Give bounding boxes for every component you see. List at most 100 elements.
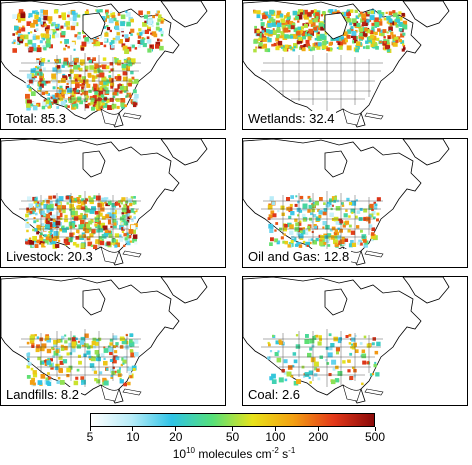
emission-cell	[105, 89, 110, 94]
emission-cell	[55, 199, 60, 204]
emission-cell	[58, 239, 61, 242]
emission-cell	[271, 201, 276, 205]
emission-cell	[111, 238, 116, 243]
emission-cell	[130, 58, 136, 63]
emission-cell	[256, 29, 260, 34]
emission-cell	[128, 198, 133, 203]
emission-cell	[394, 36, 399, 42]
emission-cell	[57, 339, 61, 343]
emission-cell	[54, 59, 57, 62]
emission-cell	[18, 38, 24, 44]
emission-cell	[95, 64, 99, 69]
emission-cell	[379, 18, 383, 22]
emission-cell	[351, 345, 356, 350]
emission-cell	[127, 381, 131, 386]
emission-cell	[296, 379, 301, 384]
emission-cell	[308, 46, 311, 49]
emission-cell	[115, 21, 120, 26]
emission-cell	[36, 47, 42, 53]
emission-cell	[401, 48, 405, 52]
emission-cell	[110, 242, 113, 245]
emission-cell	[86, 345, 91, 350]
emission-cell	[326, 362, 330, 365]
emission-cell	[269, 228, 274, 233]
emission-cell	[59, 228, 63, 232]
emission-cell	[157, 10, 160, 14]
emission-cell	[130, 225, 136, 230]
emission-cell	[354, 334, 357, 337]
emission-cell	[113, 222, 117, 226]
emission-cell	[91, 78, 96, 82]
emission-cell	[69, 232, 74, 237]
emission-cell	[321, 44, 326, 49]
emission-cell	[369, 30, 374, 34]
emission-cell	[127, 65, 131, 69]
emission-cell	[300, 9, 303, 13]
emission-cell	[90, 97, 95, 102]
emission-cell	[339, 36, 344, 42]
emission-cell	[360, 18, 365, 23]
emission-cell	[383, 36, 386, 39]
emission-cell	[305, 30, 308, 33]
emission-cell	[55, 220, 61, 226]
emission-cell	[41, 36, 45, 40]
emission-cell	[91, 206, 96, 212]
emission-cell	[372, 373, 375, 376]
emission-cell	[326, 47, 330, 52]
emission-cell	[32, 34, 36, 38]
emission-cell	[362, 21, 366, 26]
emission-cell	[81, 198, 85, 202]
panel-label-oil-and-gas: Oil and Gas: 12.8	[246, 249, 352, 264]
emission-cell	[26, 103, 31, 108]
emission-cell	[370, 43, 374, 47]
emission-cell	[64, 334, 67, 337]
emission-cell	[286, 15, 291, 20]
emission-cell	[33, 228, 38, 232]
emission-cell	[339, 239, 345, 245]
emission-cell	[347, 359, 351, 363]
emission-cell	[25, 223, 30, 228]
emission-cell	[155, 26, 160, 31]
emission-cell	[104, 32, 109, 37]
emission-cell	[81, 382, 84, 385]
emission-cell	[90, 356, 96, 362]
emission-cell	[53, 350, 59, 356]
emission-cell	[47, 376, 52, 381]
emission-cell	[351, 30, 357, 36]
emission-cell	[53, 99, 58, 104]
emission-cell	[93, 99, 98, 104]
emission-cell	[25, 93, 30, 99]
emission-cell	[308, 19, 313, 24]
emission-cell	[353, 375, 356, 378]
emission-cell	[392, 39, 398, 45]
emission-cell	[302, 240, 306, 244]
emission-cell	[286, 371, 292, 377]
emission-cell	[97, 337, 102, 341]
emission-cell	[343, 213, 348, 218]
emission-cell	[367, 11, 371, 15]
emission-cell	[81, 87, 84, 90]
emission-cell	[281, 44, 284, 47]
emission-cell	[307, 36, 312, 40]
emission-cell	[74, 106, 77, 109]
cuba-outline	[364, 388, 384, 396]
emission-cell	[132, 368, 136, 371]
emission-cell	[386, 15, 391, 21]
colorbar	[90, 413, 375, 427]
emission-cell	[60, 217, 63, 220]
emission-cell	[94, 75, 98, 79]
emission-cell	[276, 357, 282, 363]
emission-cell	[43, 239, 49, 245]
emission-cell	[56, 215, 61, 220]
emission-cell	[26, 99, 32, 105]
emission-cell	[72, 17, 77, 21]
emission-cell	[33, 239, 37, 243]
emission-cell	[383, 17, 387, 21]
emission-cell	[31, 343, 35, 347]
emission-cell	[125, 63, 128, 67]
emission-cell	[36, 224, 41, 229]
emission-cell	[88, 59, 92, 63]
colorbar-unit-label: 1010 molecules cm-2 s-1	[172, 446, 296, 461]
emission-cell	[48, 20, 52, 24]
emission-cell	[137, 40, 142, 44]
